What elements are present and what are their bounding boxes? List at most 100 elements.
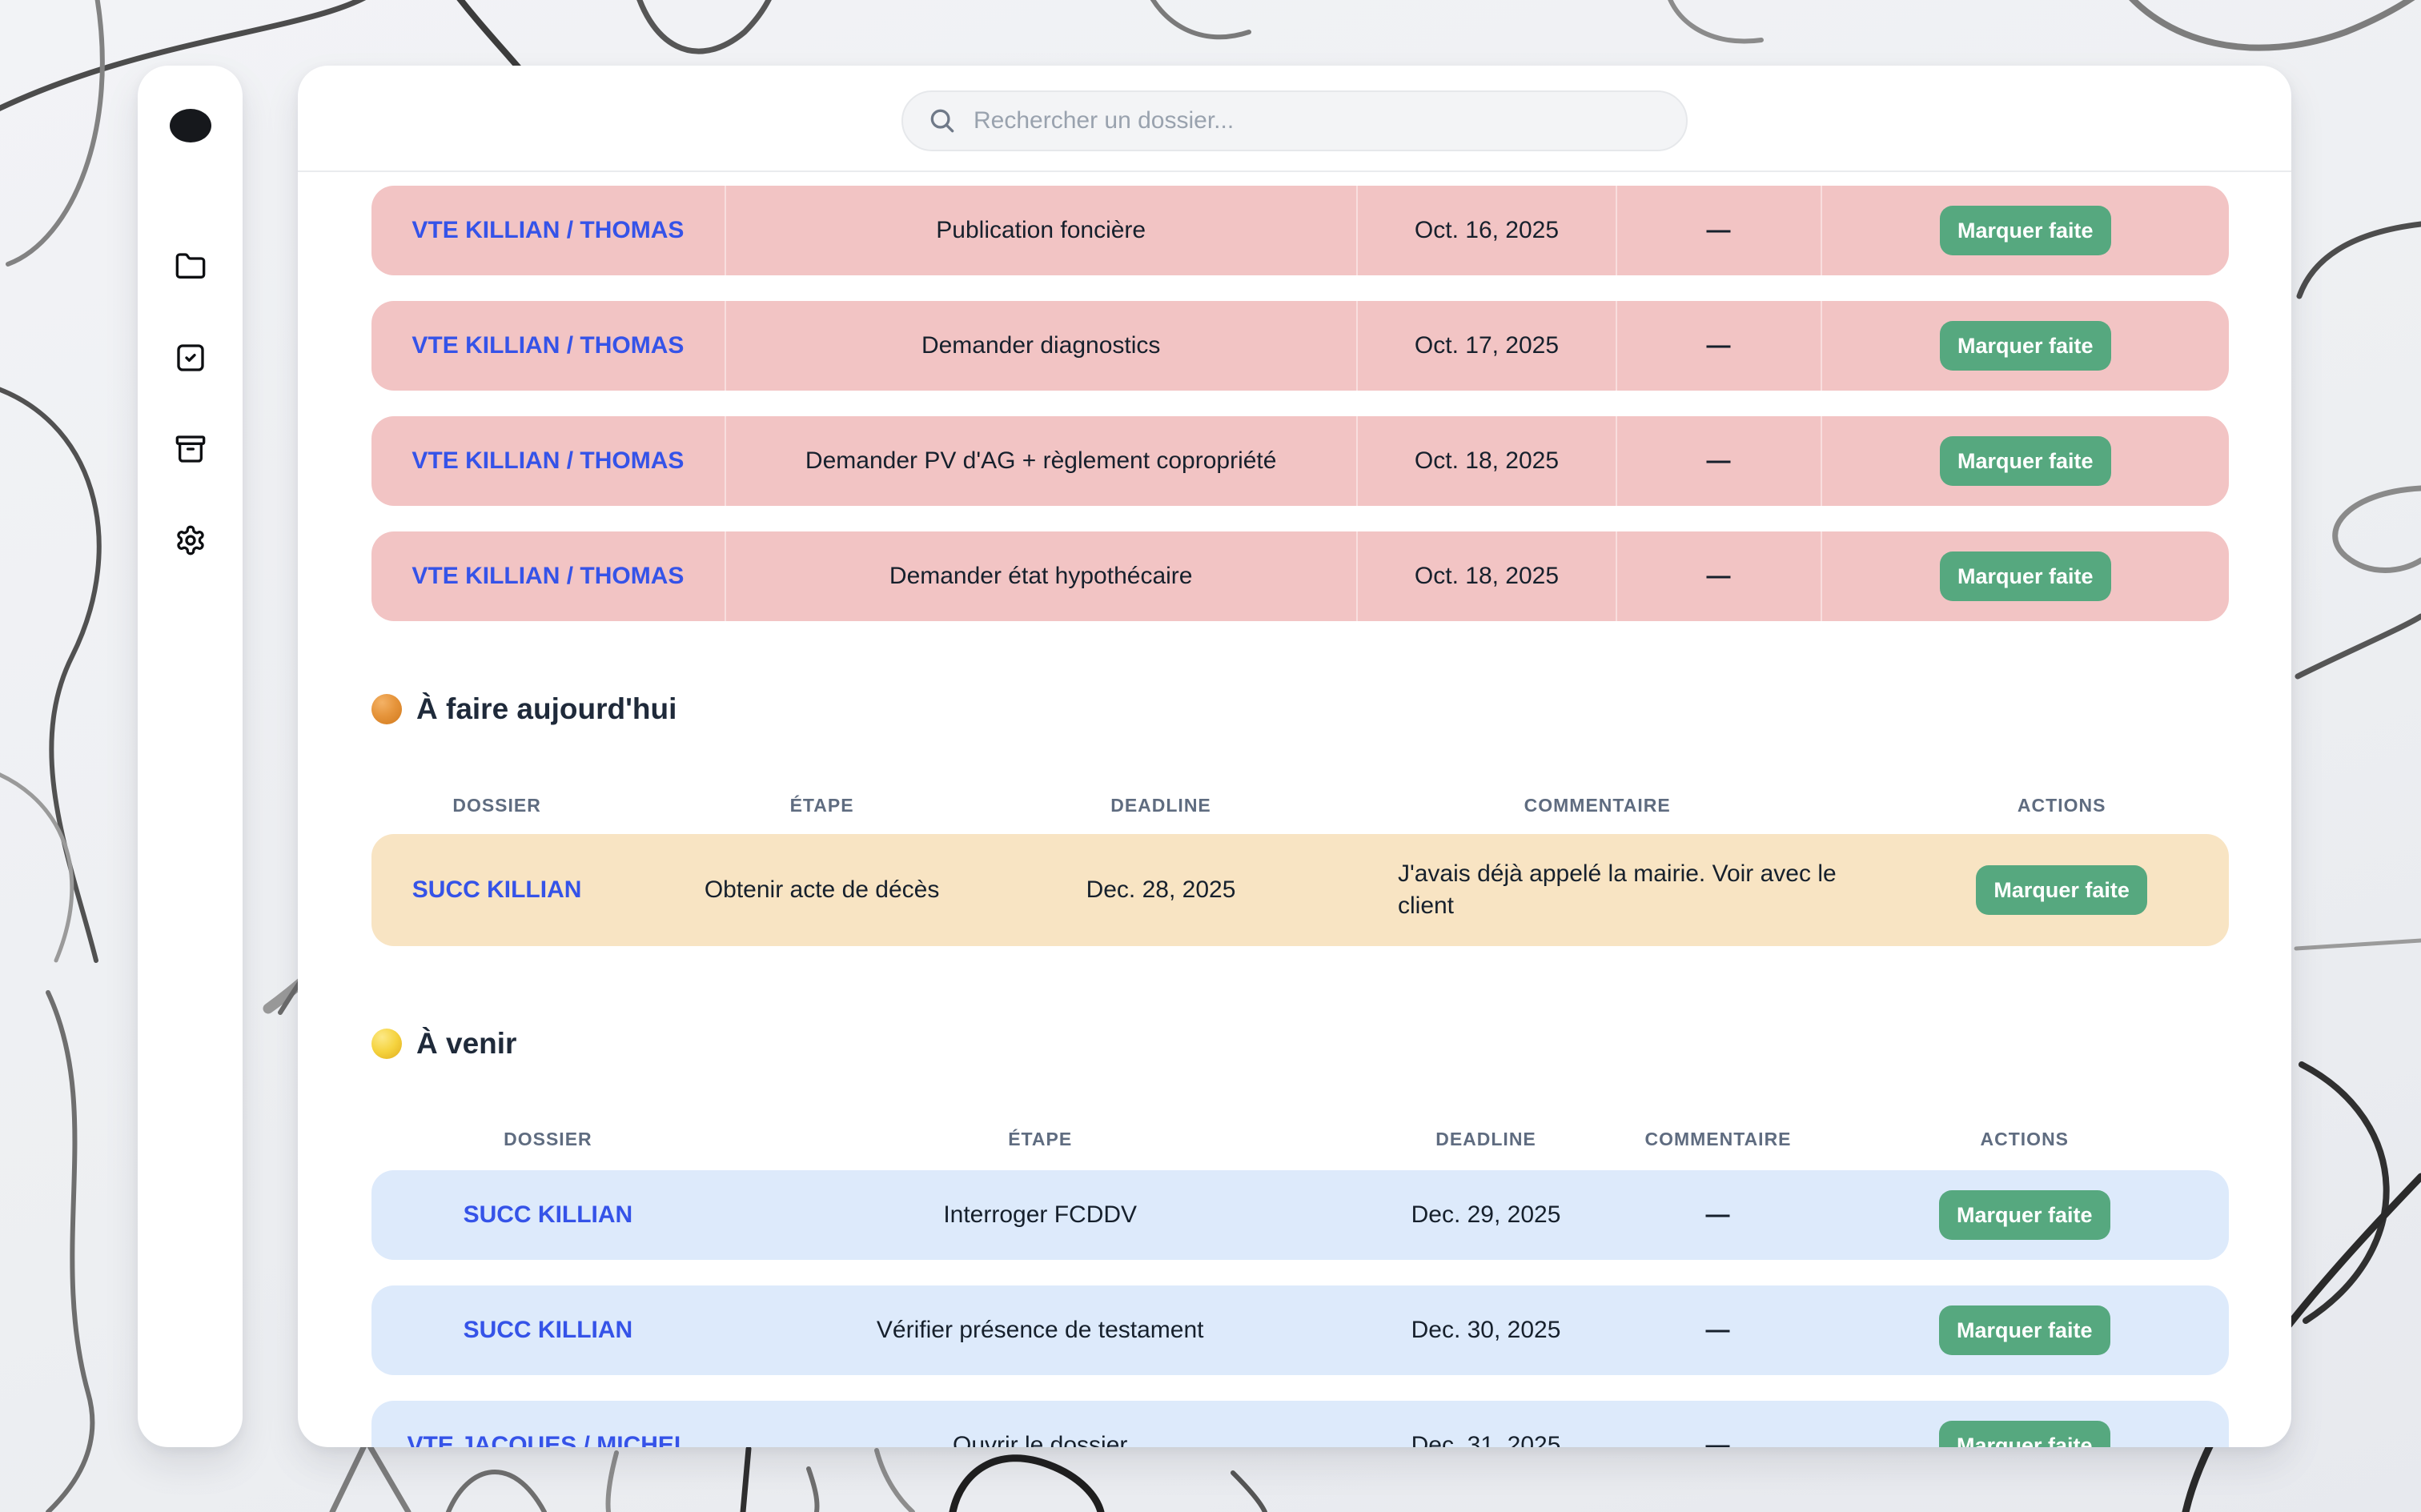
comment-cell: J'avais déjà appelé la mairie. Voir avec… [1397, 860, 1837, 919]
yellow-circle-icon [371, 1029, 402, 1059]
comment-cell: — [1616, 531, 1820, 621]
sidebar-nav [175, 251, 207, 556]
today-task-list: SUCC KILLIAN Obtenir acte de décès Dec. … [371, 834, 2229, 946]
etape-cell: Vérifier présence de testament [876, 1317, 1204, 1343]
sidebar-item-taches[interactable] [175, 342, 207, 374]
deadline-cell: Dec. 29, 2025 [1411, 1201, 1561, 1228]
column-header: DEADLINE [1110, 795, 1211, 816]
sidebar [138, 66, 243, 1447]
sidebar-item-archives[interactable] [175, 433, 207, 465]
dossier-cell: VTE KILLIAN / THOMAS [371, 531, 725, 621]
column-header: ACTIONS [2017, 795, 2106, 816]
table-row: VTE KILLIAN / THOMAS Publication foncièr… [371, 186, 2229, 275]
column-header: ÉTAPE [789, 795, 854, 816]
comment-cell: — [1616, 186, 1820, 275]
etape-cell: Publication foncière [724, 186, 1356, 275]
actions-cell: Marquer faite [1821, 1285, 2229, 1375]
deadline-cell: Oct. 18, 2025 [1355, 531, 1616, 621]
dossier-cell: SUCC KILLIAN [371, 1170, 725, 1260]
deadline-cell: Oct. 18, 2025 [1355, 416, 1616, 506]
actions-cell: Marquer faite [1820, 416, 2229, 506]
sidebar-item-parametres[interactable] [175, 524, 207, 556]
mark-done-button[interactable]: Marquer faite [1976, 865, 2148, 915]
comment-cell: — [1705, 1317, 1731, 1343]
actions-cell: Marquer faite [1821, 1401, 2229, 1447]
search-box[interactable] [901, 90, 1688, 151]
etape-cell: Demander diagnostics [724, 301, 1356, 391]
folder-icon [175, 253, 205, 279]
etape-cell: Obtenir acte de décès [704, 876, 940, 903]
etape-cell: Demander PV d'AG + règlement copropriété [724, 416, 1356, 506]
search-input[interactable] [972, 106, 1662, 135]
sidebar-item-dossiers[interactable] [175, 251, 207, 283]
dossier-link[interactable]: SUCC KILLIAN [412, 876, 582, 903]
column-header: COMMENTAIRE [1524, 795, 1671, 816]
dossier-link[interactable]: VTE KILLIAN / THOMAS [412, 217, 685, 243]
dossier-cell: SUCC KILLIAN [371, 834, 622, 946]
table-row: SUCC KILLIAN Vérifier présence de testam… [371, 1285, 2229, 1375]
etape-cell: Ouvrir le dossier [952, 1432, 1128, 1447]
mark-done-button[interactable]: Marquer faite [1938, 1305, 2110, 1355]
mark-done-button[interactable]: Marquer faite [1939, 206, 2111, 255]
actions-cell: Marquer faite [1820, 301, 2229, 391]
table-row: VTE KILLIAN / THOMAS Demander état hypot… [371, 531, 2229, 621]
table-header-today: DOSSIER ÉTAPE DEADLINE COMMENTAIRE ACTIO… [371, 795, 2229, 816]
actions-cell: Marquer faite [1821, 1170, 2229, 1260]
etape-cell: Interroger FCDDV [943, 1201, 1138, 1228]
etape-cell: Demander état hypothécaire [724, 531, 1356, 621]
search-bar-container [298, 66, 2291, 151]
deadline-cell: Dec. 30, 2025 [1411, 1317, 1561, 1343]
column-header: ACTIONS [1980, 1129, 2070, 1149]
mark-done-button[interactable]: Marquer faite [1939, 551, 2111, 601]
comment-cell: — [1705, 1201, 1731, 1228]
dossier-link[interactable]: VTE JACQUES / MICHEL [407, 1432, 689, 1447]
dossier-cell: VTE KILLIAN / THOMAS [371, 301, 725, 391]
dossier-link[interactable]: SUCC KILLIAN [463, 1317, 633, 1343]
comment-cell: — [1616, 301, 1820, 391]
dossier-cell: VTE JACQUES / MICHEL [371, 1401, 725, 1447]
comment-cell: — [1705, 1432, 1731, 1447]
deadline-cell: Oct. 16, 2025 [1355, 186, 1616, 275]
column-header: COMMENTAIRE [1644, 1129, 1792, 1149]
header-divider [298, 170, 2291, 172]
settings-icon [176, 525, 204, 555]
section-title-text: À faire aujourd'hui [416, 692, 677, 725]
main-panel: VTE KILLIAN / THOMAS Publication foncièr… [298, 66, 2291, 1447]
mark-done-button[interactable]: Marquer faite [1938, 1190, 2110, 1240]
section-title-upcoming: À venir [371, 1026, 2229, 1061]
orange-circle-icon [371, 694, 402, 724]
mark-done-button[interactable]: Marquer faite [1938, 1421, 2110, 1447]
actions-cell: Marquer faite [1820, 531, 2229, 621]
check-square-icon [176, 344, 204, 371]
table-row: VTE KILLIAN / THOMAS Demander PV d'AG + … [371, 416, 2229, 506]
table-row: SUCC KILLIAN Obtenir acte de décès Dec. … [371, 834, 2229, 946]
dossier-link[interactable]: VTE KILLIAN / THOMAS [412, 563, 685, 589]
column-header: DOSSIER [452, 795, 541, 816]
actions-cell: Marquer faite [1894, 834, 2229, 946]
search-icon [930, 109, 954, 133]
column-header: DEADLINE [1435, 1129, 1536, 1149]
column-header: DOSSIER [504, 1129, 592, 1149]
mark-done-button[interactable]: Marquer faite [1939, 321, 2111, 371]
avatar[interactable] [169, 109, 211, 142]
dossier-cell: SUCC KILLIAN [371, 1285, 725, 1375]
table-row: VTE JACQUES / MICHEL Ouvrir le dossier D… [371, 1401, 2229, 1447]
dossier-link[interactable]: VTE KILLIAN / THOMAS [412, 447, 685, 474]
deadline-cell: Oct. 17, 2025 [1355, 301, 1616, 391]
table-row: SUCC KILLIAN Interroger FCDDV Dec. 29, 2… [371, 1170, 2229, 1260]
section-title-today: À faire aujourd'hui [371, 692, 2229, 727]
actions-cell: Marquer faite [1820, 186, 2229, 275]
deadline-cell: Dec. 28, 2025 [1086, 876, 1236, 903]
deadline-cell: Dec. 31, 2025 [1411, 1432, 1561, 1447]
comment-cell: — [1616, 416, 1820, 506]
tasks-content: VTE KILLIAN / THOMAS Publication foncièr… [298, 186, 2291, 1447]
upcoming-task-list: SUCC KILLIAN Interroger FCDDV Dec. 29, 2… [371, 1170, 2229, 1447]
dossier-link[interactable]: VTE KILLIAN / THOMAS [412, 332, 685, 359]
table-row: VTE KILLIAN / THOMAS Demander diagnostic… [371, 301, 2229, 391]
overdue-task-list: VTE KILLIAN / THOMAS Publication foncièr… [371, 186, 2229, 621]
mark-done-button[interactable]: Marquer faite [1939, 436, 2111, 486]
column-header: ÉTAPE [1008, 1129, 1073, 1149]
archive-icon [175, 435, 205, 463]
dossier-link[interactable]: SUCC KILLIAN [463, 1201, 633, 1228]
table-header-upcoming: DOSSIER ÉTAPE DEADLINE COMMENTAIRE ACTIO… [371, 1129, 2229, 1149]
